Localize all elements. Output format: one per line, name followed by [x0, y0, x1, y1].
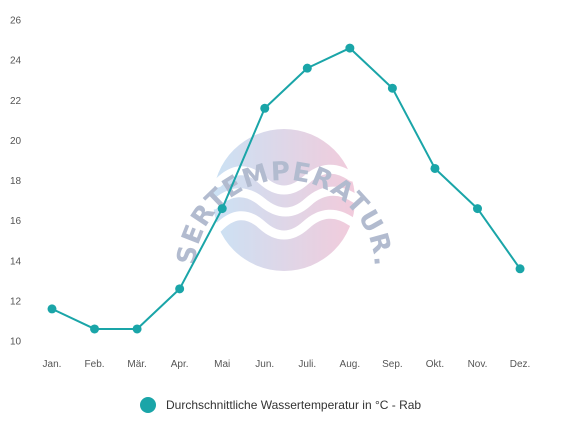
y-tick-label: 10	[10, 337, 22, 348]
y-tick-label: 24	[10, 56, 22, 67]
data-point[interactable]	[90, 324, 100, 334]
data-point[interactable]	[302, 63, 312, 73]
data-point[interactable]	[47, 304, 57, 314]
data-point[interactable]	[132, 324, 142, 334]
data-point[interactable]	[260, 103, 270, 113]
watermark-logo: WASSERTEMPERATUR.ORG	[0, 0, 397, 271]
y-tick-label: 14	[10, 256, 22, 267]
data-point[interactable]	[345, 43, 355, 53]
y-tick-label: 18	[10, 176, 22, 187]
x-axis: Jan. Feb. Mär. Apr. Mai Jun. Juli. Aug. Sep. Okt.…	[43, 359, 531, 370]
chart-legend[interactable]: Durchschnittliche Wassertemperatur in °C…	[140, 395, 421, 415]
x-tick-label: Sep.	[382, 359, 403, 370]
series-line	[51, 47, 521, 330]
legend-marker-icon	[140, 397, 156, 413]
data-point[interactable]	[217, 204, 227, 214]
series-water-temperature	[47, 43, 525, 334]
x-tick-label: Mai	[214, 359, 230, 370]
y-tick-label: 12	[10, 296, 22, 307]
data-point[interactable]	[387, 83, 397, 93]
x-tick-label: Mär.	[127, 359, 146, 370]
y-tick-label: 26	[10, 16, 22, 27]
data-point[interactable]	[515, 264, 525, 274]
y-tick-label: 16	[10, 216, 22, 227]
x-tick-label: Feb.	[85, 359, 105, 370]
legend-label: Durchschnittliche Wassertemperatur in °C…	[166, 398, 422, 412]
x-tick-label: Jun.	[255, 359, 274, 370]
watermark-circle	[213, 129, 355, 271]
x-tick-label: Nov.	[468, 359, 488, 370]
x-tick-label: Juli.	[298, 359, 316, 370]
x-tick-label: Apr.	[171, 359, 189, 370]
watermark-waves-icon	[209, 164, 361, 240]
x-tick-label: Aug.	[340, 359, 361, 370]
x-tick-label: Dez.	[510, 359, 531, 370]
data-point[interactable]	[175, 284, 185, 294]
data-point[interactable]	[473, 204, 482, 214]
x-tick-label: Okt.	[426, 359, 444, 370]
y-tick-label: 20	[10, 136, 22, 147]
data-point[interactable]	[430, 163, 440, 173]
y-axis: 10 12 14 16 18 20 22 24 26	[10, 16, 22, 348]
x-tick-label: Jan.	[43, 359, 62, 370]
y-tick-label: 22	[10, 96, 22, 107]
